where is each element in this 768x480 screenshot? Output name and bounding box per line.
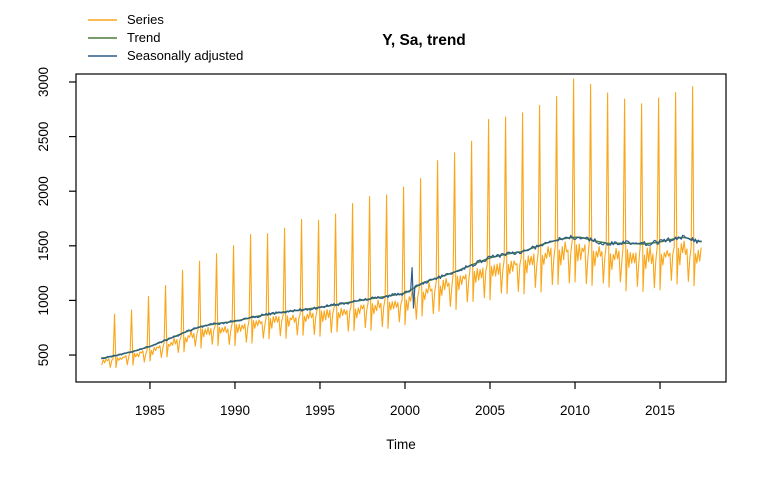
legend: Series Trend Seasonally adjusted — [88, 12, 243, 63]
plot-border — [75, 73, 727, 383]
x-tick-label: 1985 — [135, 403, 165, 418]
trend-line — [101, 236, 702, 359]
legend-seasonally-adjusted-label: Seasonally adjusted — [127, 48, 243, 63]
y-tick-label: 1500 — [36, 231, 51, 261]
x-tick-label: 2010 — [560, 403, 590, 418]
series-line — [101, 78, 702, 369]
x-tick-label: 2005 — [475, 403, 505, 418]
x-tick-label: 2015 — [645, 403, 675, 418]
y-tick-label: 3000 — [36, 67, 51, 97]
x-tick-label: 1995 — [305, 403, 335, 418]
seasonally-adjusted-line — [101, 234, 702, 360]
axes: 1985 1990 1995 2000 2005 2010 2015 500 1000 1500 2… — [36, 67, 727, 418]
x-axis-label: Time — [386, 437, 416, 452]
y-tick-label: 500 — [36, 344, 51, 367]
y-tick-label: 1000 — [36, 285, 51, 315]
legend-trend-label: Trend — [127, 30, 160, 45]
y-tick-label: 2000 — [36, 176, 51, 206]
chart-title: Y, Sa, trend — [382, 32, 466, 49]
x-tick-label: 1990 — [220, 403, 250, 418]
x-tick-label: 2000 — [390, 403, 420, 418]
y-tick-label: 2500 — [36, 122, 51, 152]
legend-series-label: Series — [127, 12, 164, 27]
